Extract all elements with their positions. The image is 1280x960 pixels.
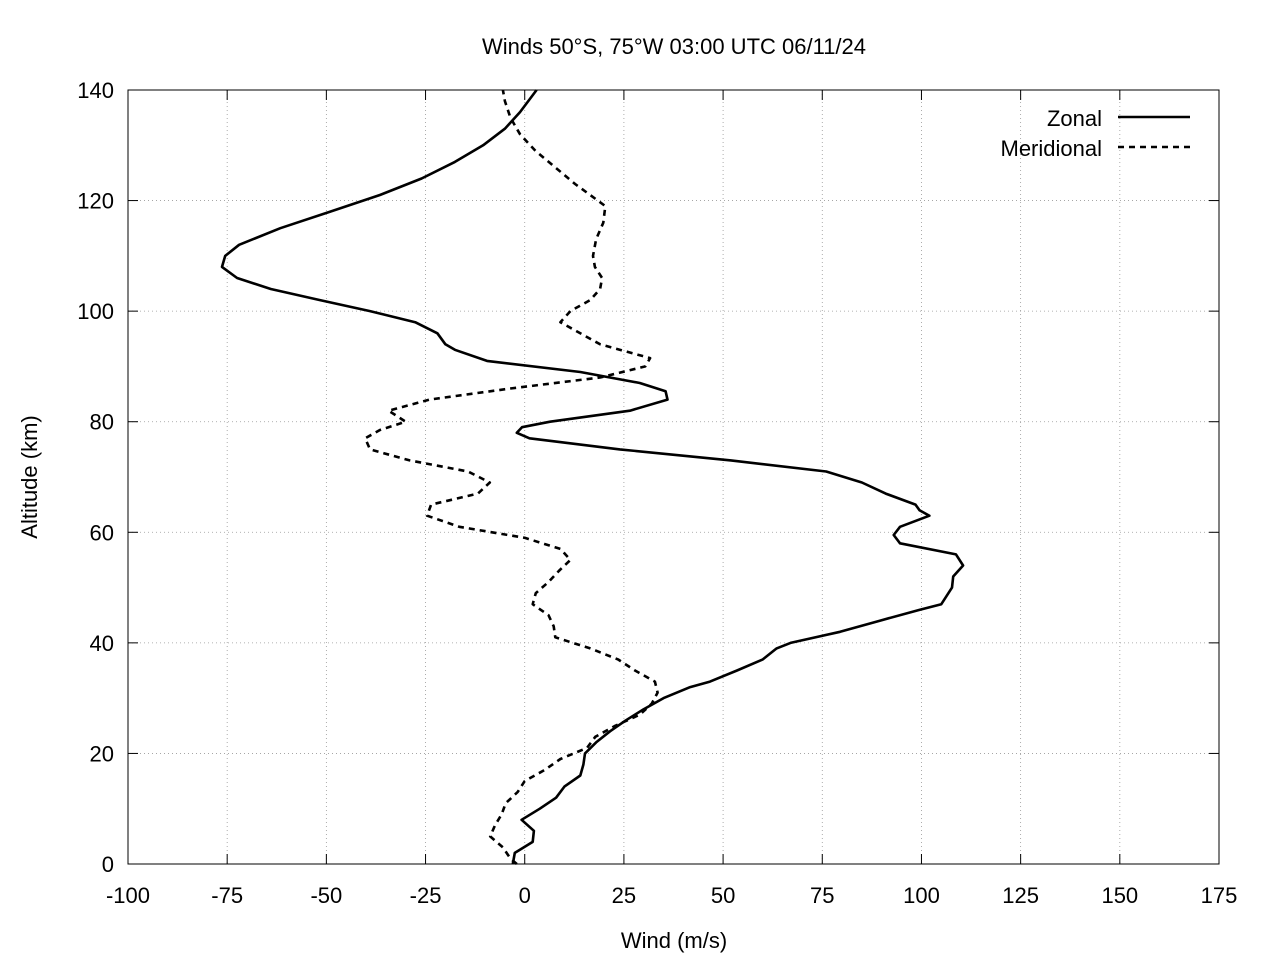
plot-frame <box>127 89 1220 865</box>
x-tick-label: 100 <box>903 883 940 908</box>
y-tick-label: 60 <box>90 520 114 545</box>
x-tick-label: 125 <box>1002 883 1039 908</box>
y-axis-label: Altitude (km) <box>17 415 42 538</box>
x-tick-label: 25 <box>612 883 636 908</box>
x-tick-label: -100 <box>106 883 150 908</box>
y-tick-label: 80 <box>90 410 114 435</box>
legend-label: Meridional <box>1001 136 1103 161</box>
y-tick-label: 0 <box>102 852 114 877</box>
y-tick-label: 20 <box>90 741 114 766</box>
x-axis-label: Wind (m/s) <box>621 928 727 953</box>
x-tick-label: 50 <box>711 883 735 908</box>
x-tick-label: 150 <box>1101 883 1138 908</box>
x-tick-label: -75 <box>211 883 243 908</box>
legend-label: Zonal <box>1047 106 1102 131</box>
y-tick-label: 40 <box>90 631 114 656</box>
chart-title: Winds 50°S, 75°W 03:00 UTC 06/11/24 <box>482 34 866 59</box>
x-tick-label: -25 <box>410 883 442 908</box>
x-tick-label: -50 <box>310 883 342 908</box>
series-line <box>363 89 659 865</box>
y-tick-label: 140 <box>77 78 114 103</box>
x-tick-label: 0 <box>519 883 531 908</box>
x-tick-label: 175 <box>1201 883 1238 908</box>
y-tick-label: 120 <box>77 189 114 214</box>
x-tick-label: 75 <box>810 883 834 908</box>
y-tick-label: 100 <box>77 299 114 324</box>
series-line <box>220 89 965 865</box>
